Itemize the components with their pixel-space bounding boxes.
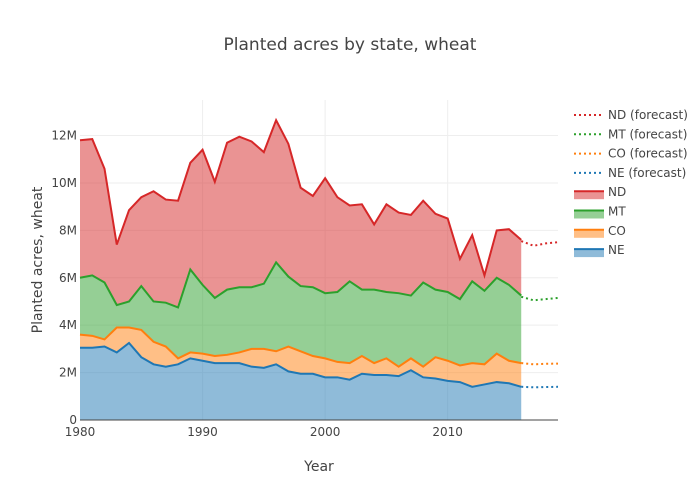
legend-swatch	[574, 249, 604, 257]
forecast-layer	[521, 241, 558, 387]
chart-title: Planted acres by state, wheat	[224, 35, 477, 55]
y-tick-label: 12M	[51, 129, 77, 143]
forecast-line	[521, 297, 558, 301]
x-tick-label: 1990	[187, 425, 218, 439]
y-tick-label: 10M	[51, 176, 77, 190]
legend-swatch	[574, 191, 604, 199]
legend-label: ND	[608, 185, 626, 199]
y-tick-label: 8M	[59, 223, 77, 237]
x-axis-title: Year	[303, 459, 334, 475]
x-tick-label: 2010	[432, 425, 463, 439]
legend-label: MT (forecast)	[608, 127, 687, 141]
y-tick-label: 2M	[59, 366, 77, 380]
area-nd	[80, 120, 521, 307]
legend-label: NE	[608, 243, 625, 257]
legend-label: CO	[608, 224, 626, 238]
legend-label: ND (forecast)	[608, 108, 688, 122]
legend-label: MT	[608, 205, 626, 219]
y-tick-label: 4M	[59, 318, 77, 332]
legend-swatch	[574, 230, 604, 238]
legend: ND (forecast) MT (forecast) CO (forecast) N…	[574, 108, 688, 257]
x-tick-label: 1980	[65, 425, 96, 439]
y-axis-title: Planted acres, wheat	[30, 186, 46, 333]
legend-swatch	[574, 211, 604, 219]
y-tick-label: 6M	[59, 271, 77, 285]
forecast-line	[521, 363, 558, 364]
legend-label: NE (forecast)	[608, 166, 686, 180]
forecast-line	[521, 241, 558, 246]
area-layer	[80, 120, 521, 420]
x-tick-label: 2000	[310, 425, 341, 439]
legend-label: CO (forecast)	[608, 147, 688, 161]
